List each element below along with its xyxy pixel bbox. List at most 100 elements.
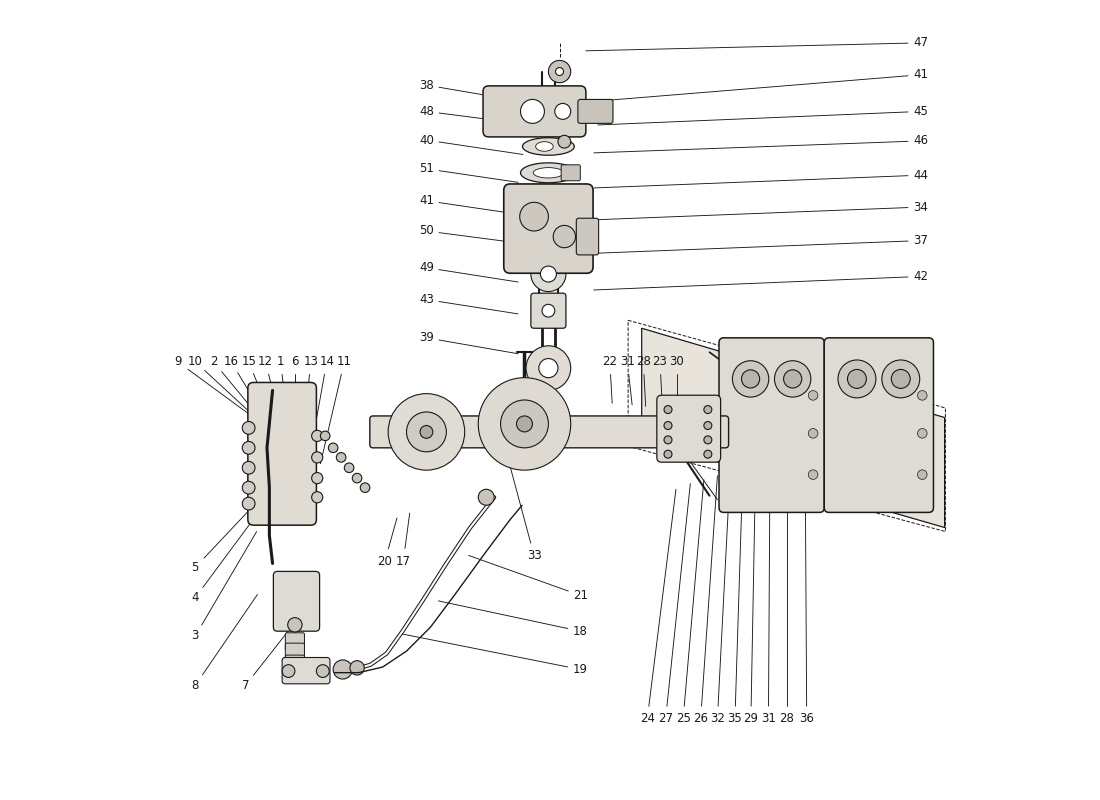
Circle shape — [478, 378, 571, 470]
Text: 45: 45 — [913, 105, 928, 118]
Text: 11: 11 — [337, 355, 352, 368]
Text: 35: 35 — [727, 712, 742, 726]
Text: 33: 33 — [527, 549, 541, 562]
Circle shape — [282, 665, 295, 678]
FancyBboxPatch shape — [657, 395, 720, 462]
Circle shape — [526, 346, 571, 390]
Text: 26: 26 — [693, 712, 708, 726]
Text: 42: 42 — [913, 270, 928, 283]
Text: 47: 47 — [913, 36, 928, 50]
Circle shape — [556, 67, 563, 75]
Circle shape — [478, 490, 494, 506]
Text: 16: 16 — [223, 355, 239, 368]
Text: 23: 23 — [652, 355, 668, 368]
Text: 18: 18 — [573, 625, 587, 638]
Circle shape — [242, 498, 255, 510]
Text: 43: 43 — [419, 293, 433, 306]
Circle shape — [242, 462, 255, 474]
Circle shape — [704, 406, 712, 414]
Circle shape — [774, 361, 811, 397]
Text: 36: 36 — [800, 712, 814, 726]
Text: 1: 1 — [277, 355, 284, 368]
FancyBboxPatch shape — [483, 86, 586, 137]
Circle shape — [361, 483, 370, 493]
Text: 28: 28 — [779, 712, 794, 726]
FancyBboxPatch shape — [578, 99, 613, 123]
Text: 39: 39 — [419, 331, 433, 344]
Circle shape — [704, 436, 712, 444]
Text: 14: 14 — [319, 355, 334, 368]
Circle shape — [320, 431, 330, 441]
Ellipse shape — [522, 138, 574, 155]
Circle shape — [838, 360, 876, 398]
Circle shape — [333, 660, 352, 679]
Circle shape — [549, 60, 571, 82]
Circle shape — [917, 429, 927, 438]
Circle shape — [704, 450, 712, 458]
Text: 2: 2 — [210, 355, 218, 368]
Text: 4: 4 — [191, 591, 199, 604]
FancyBboxPatch shape — [576, 218, 598, 255]
Text: 48: 48 — [419, 105, 433, 118]
Text: 49: 49 — [419, 261, 433, 274]
FancyBboxPatch shape — [285, 655, 305, 673]
Circle shape — [704, 422, 712, 430]
Text: 34: 34 — [913, 201, 928, 214]
Circle shape — [847, 370, 867, 388]
Circle shape — [558, 135, 571, 148]
Circle shape — [407, 412, 447, 452]
Circle shape — [350, 661, 364, 675]
Text: 21: 21 — [573, 589, 587, 602]
Text: 17: 17 — [396, 554, 410, 567]
Text: 32: 32 — [710, 712, 725, 726]
Circle shape — [664, 422, 672, 430]
Text: 20: 20 — [377, 554, 393, 567]
Circle shape — [808, 390, 818, 400]
Text: 12: 12 — [257, 355, 273, 368]
Circle shape — [242, 442, 255, 454]
Circle shape — [242, 482, 255, 494]
Circle shape — [917, 390, 927, 400]
FancyBboxPatch shape — [719, 338, 824, 513]
Ellipse shape — [534, 168, 563, 178]
FancyBboxPatch shape — [274, 571, 320, 631]
Text: 22: 22 — [603, 355, 617, 368]
Text: 5: 5 — [191, 561, 199, 574]
Circle shape — [288, 618, 302, 632]
Text: 15: 15 — [241, 355, 256, 368]
Circle shape — [553, 226, 575, 248]
Circle shape — [311, 492, 322, 503]
Text: 31: 31 — [620, 355, 635, 368]
Circle shape — [882, 360, 920, 398]
Text: 6: 6 — [292, 355, 298, 368]
Circle shape — [664, 406, 672, 414]
Text: 37: 37 — [913, 234, 928, 247]
Circle shape — [242, 422, 255, 434]
FancyBboxPatch shape — [282, 658, 330, 684]
Text: 25: 25 — [675, 712, 691, 726]
Text: 44: 44 — [913, 169, 928, 182]
FancyBboxPatch shape — [370, 416, 728, 448]
Ellipse shape — [536, 142, 553, 151]
FancyBboxPatch shape — [504, 184, 593, 274]
Circle shape — [317, 665, 329, 678]
Circle shape — [917, 470, 927, 479]
Text: 8: 8 — [191, 679, 199, 692]
Text: 50: 50 — [419, 225, 433, 238]
Text: 30: 30 — [670, 355, 684, 368]
Circle shape — [741, 370, 760, 388]
Circle shape — [664, 436, 672, 444]
Circle shape — [337, 453, 345, 462]
Circle shape — [311, 452, 322, 463]
Text: 27: 27 — [658, 712, 673, 726]
Text: 9: 9 — [174, 355, 182, 368]
Circle shape — [540, 266, 557, 282]
Text: 19: 19 — [573, 663, 587, 676]
Circle shape — [520, 99, 544, 123]
Text: 29: 29 — [744, 712, 758, 726]
Circle shape — [344, 463, 354, 473]
Circle shape — [517, 416, 532, 432]
Text: 31: 31 — [761, 712, 776, 726]
Circle shape — [329, 443, 338, 453]
Ellipse shape — [520, 163, 576, 182]
